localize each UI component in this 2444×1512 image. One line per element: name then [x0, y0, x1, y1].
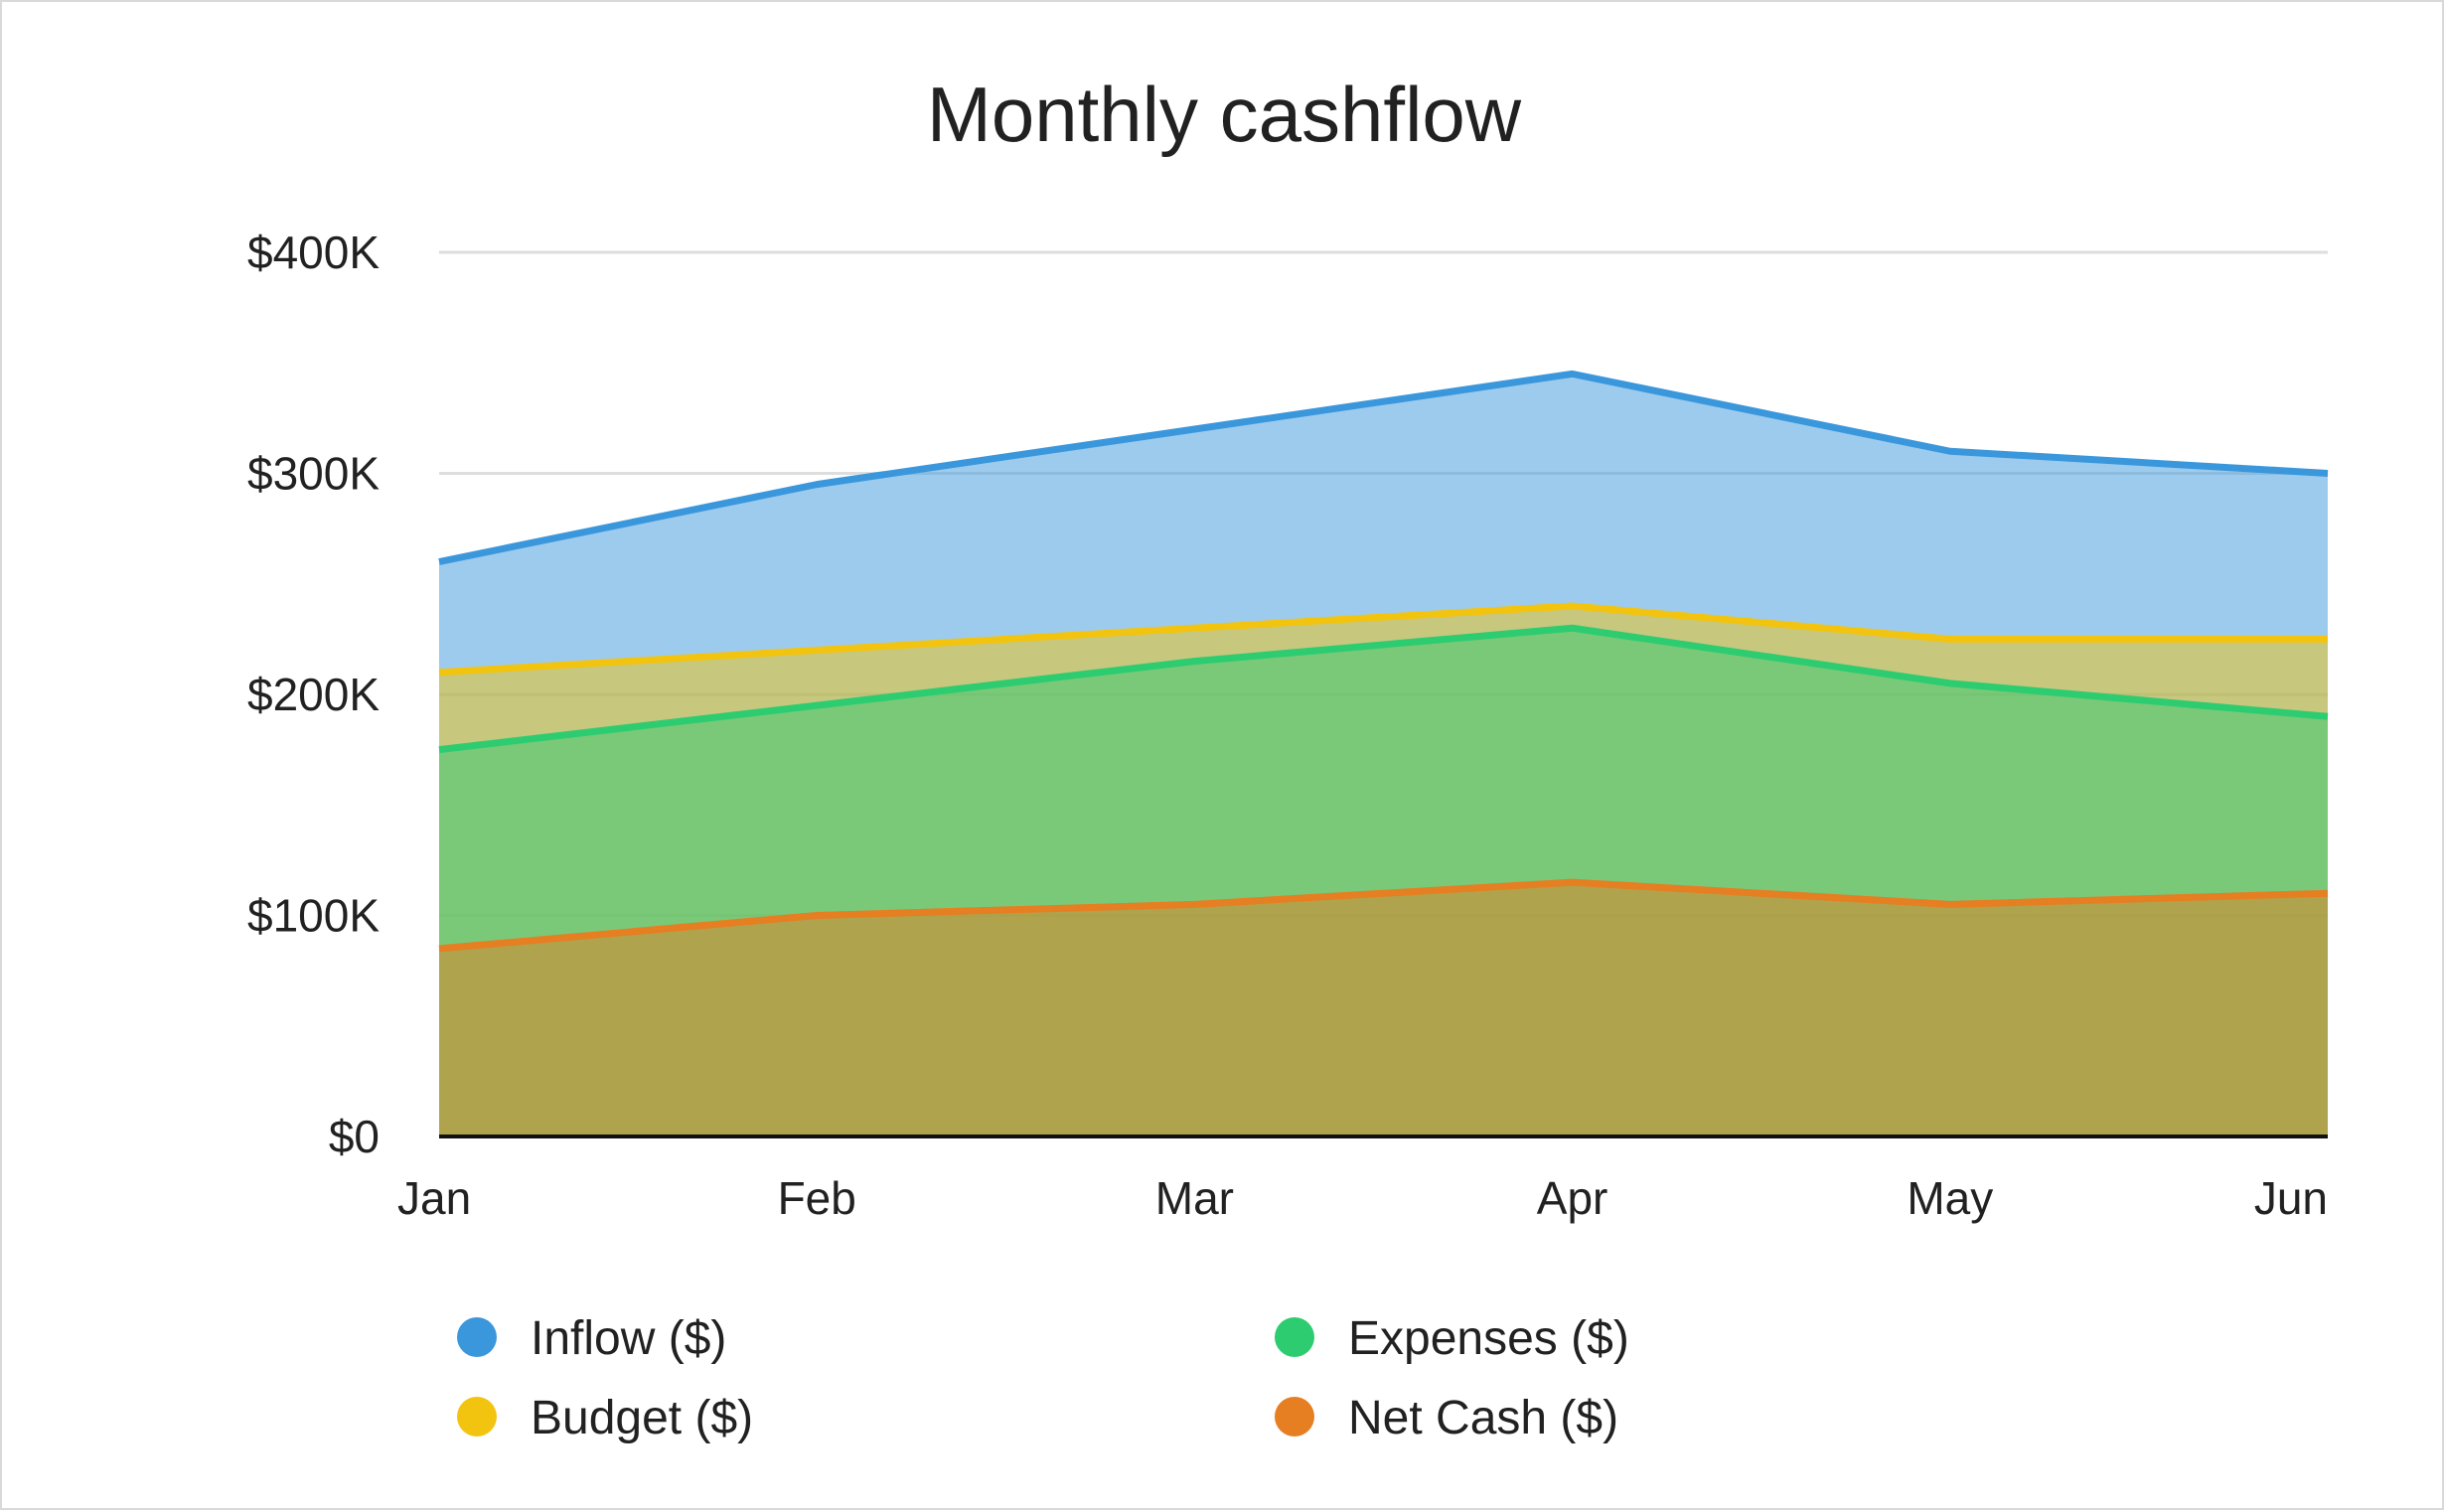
x-tick-label: Jun — [2254, 1172, 2328, 1224]
y-tick-label: $0 — [329, 1111, 380, 1162]
y-tick-label: $100K — [247, 890, 380, 942]
legend-swatch — [457, 1397, 497, 1436]
legend-label: Budget ($) — [531, 1392, 753, 1444]
legend-swatch — [1275, 1397, 1314, 1436]
legend-item-expenses[interactable]: Expenses ($) — [1275, 1312, 1629, 1365]
x-axis-ticks: Jan Feb Mar Apr May Jun — [397, 1172, 2328, 1224]
inflow-line — [438, 370, 2329, 565]
x-tick-label: Jan — [397, 1172, 471, 1224]
legend-swatch — [457, 1317, 497, 1357]
x-tick-label: Mar — [1155, 1172, 1234, 1224]
y-axis-ticks: $0 $100K $200K $300K $400K — [247, 227, 380, 1162]
series-lines — [438, 370, 2329, 953]
net-cash-line — [438, 878, 2329, 953]
chart-title: Monthly cashflow — [927, 71, 1522, 158]
x-tick-label: Feb — [778, 1172, 856, 1224]
x-tick-label: May — [1907, 1172, 1993, 1224]
y-tick-label: $300K — [247, 448, 380, 500]
legend-item-net-cash[interactable]: Net Cash ($) — [1275, 1392, 1618, 1444]
net-cash-area — [439, 882, 2328, 1136]
legend: Inflow ($) Expenses ($) Budget ($) Net Cash… — [457, 1312, 1629, 1444]
y-tick-label: $400K — [247, 227, 380, 278]
legend-label: Net Cash ($) — [1348, 1392, 1618, 1444]
series-areas — [439, 374, 2328, 1136]
legend-item-inflow[interactable]: Inflow ($) — [457, 1312, 726, 1365]
legend-swatch — [1275, 1317, 1314, 1357]
legend-label: Inflow ($) — [531, 1312, 726, 1365]
y-tick-label: $200K — [247, 669, 380, 720]
legend-label: Expenses ($) — [1348, 1312, 1629, 1365]
budget-line — [438, 602, 2328, 677]
x-tick-label: Apr — [1537, 1172, 1608, 1224]
expenses-line — [438, 624, 2329, 754]
legend-item-budget[interactable]: Budget ($) — [457, 1392, 753, 1444]
